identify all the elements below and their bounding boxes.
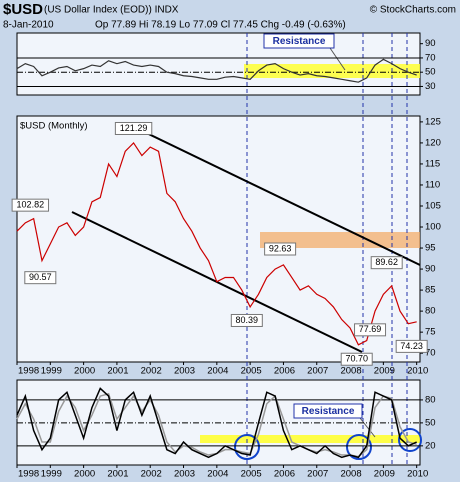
resistance-band: [200, 435, 420, 443]
x-tick-label: 2001: [107, 469, 128, 480]
x-tick-label: 2001: [107, 366, 128, 377]
y-tick-label: 30: [425, 81, 436, 92]
price-label-box: [114, 121, 153, 135]
resistance-zone: [260, 232, 420, 248]
y-tick-label: 50: [425, 417, 436, 428]
price-label-box: [395, 339, 428, 353]
x-tick-label: 2003: [174, 366, 195, 377]
x-tick-label: 2004: [207, 366, 228, 377]
data-line: [16, 387, 417, 459]
x-tick-label: 2010: [407, 469, 428, 480]
highlight-circle: [234, 434, 260, 460]
y-tick-label: 120: [425, 137, 441, 148]
y-tick-label: 85: [425, 285, 436, 296]
data-line: [16, 141, 417, 346]
price-label-box: [354, 323, 387, 337]
x-tick-label: 2005: [241, 366, 262, 377]
annotation: Resistance: [302, 406, 355, 417]
markers: [246, 33, 408, 465]
index-name: (US Dollar Index (EOD)) INDX: [44, 5, 179, 16]
x-tick-label: 1999: [41, 469, 62, 480]
annotation: Resistance: [273, 36, 326, 47]
channel-line: [129, 124, 421, 266]
x-tick-label: 2005: [241, 469, 262, 480]
price-label: 121.29: [120, 123, 148, 133]
y-tick-label: 100: [425, 222, 441, 233]
price-label-box: [370, 256, 403, 270]
x-tick-label: 1999: [41, 366, 62, 377]
price-label: 70.70: [345, 354, 368, 364]
price-label-box: [24, 271, 57, 285]
y-tick-label: 70: [425, 52, 436, 63]
y-tick-label: 90: [425, 264, 436, 275]
y-tick-label: 105: [425, 201, 441, 212]
highlight-circle: [346, 434, 372, 460]
y-tick-label: 125: [425, 116, 441, 127]
x-tick-label: 2009: [374, 469, 395, 480]
x-tick-label: 2009: [374, 366, 395, 377]
y-tick-label: 50: [425, 67, 436, 78]
y-tick-label: 80: [425, 306, 436, 317]
symbol: $USD: [3, 1, 43, 18]
x-tick-label: 2000: [74, 469, 95, 480]
price-label: 77.69: [359, 324, 382, 334]
price-label: 89.62: [375, 257, 398, 267]
annotation-box: [263, 33, 335, 49]
x-tick-label: 2008: [340, 366, 361, 377]
date: 8-Jan-2010: [3, 20, 54, 31]
price-label: 102.82: [17, 200, 45, 210]
pointer: [359, 417, 376, 438]
price-label-box: [11, 198, 50, 212]
x-tick-label: 2004: [207, 469, 228, 480]
credit: © StockCharts.com: [370, 5, 456, 16]
price-label: 80.39: [236, 315, 259, 325]
y-tick-label: 80: [425, 394, 436, 405]
x-tick-label: 2000: [74, 366, 95, 377]
x-tick-label: 2006: [274, 366, 295, 377]
pointer: [329, 47, 346, 71]
x-tick-label: 2002: [141, 366, 162, 377]
highlight-circle: [398, 428, 422, 452]
y-tick-label: 90: [425, 38, 436, 49]
price-label: 74.23: [400, 341, 423, 351]
y-tick-label: 75: [425, 327, 436, 338]
y-tick-label: 95: [425, 243, 436, 254]
annotation-box: [293, 403, 363, 419]
panel-title: $USD (Monthly): [20, 121, 88, 132]
x-tick-label: 2007: [307, 469, 328, 480]
y-tick-label: 115: [425, 158, 440, 169]
data-line: [16, 58, 417, 83]
price-label: 90.57: [29, 272, 52, 282]
price-label-box: [340, 352, 373, 366]
y-tick-label: 110: [425, 179, 440, 190]
price-label-box: [264, 242, 297, 256]
x-tick-label: 2007: [307, 366, 328, 377]
x-tick-label: 2002: [141, 469, 162, 480]
price-label: 92.63: [269, 243, 292, 253]
price-label-box: [230, 313, 263, 327]
x-tick-label: 2010: [407, 366, 428, 377]
x-tick-label: 2006: [274, 469, 295, 480]
y-tick-label: 70: [425, 348, 436, 359]
x-tick-label: 2008: [340, 469, 361, 480]
resistance-band: [244, 64, 420, 78]
x-tick-label: 1998: [18, 469, 39, 480]
y-tick-label: 20: [425, 440, 436, 451]
quote: Op 77.89 Hi 78.19 Lo 77.09 Cl 77.45 Chg …: [95, 20, 346, 31]
x-tick-label: 1998: [18, 366, 39, 377]
x-tick-label: 2003: [174, 469, 195, 480]
